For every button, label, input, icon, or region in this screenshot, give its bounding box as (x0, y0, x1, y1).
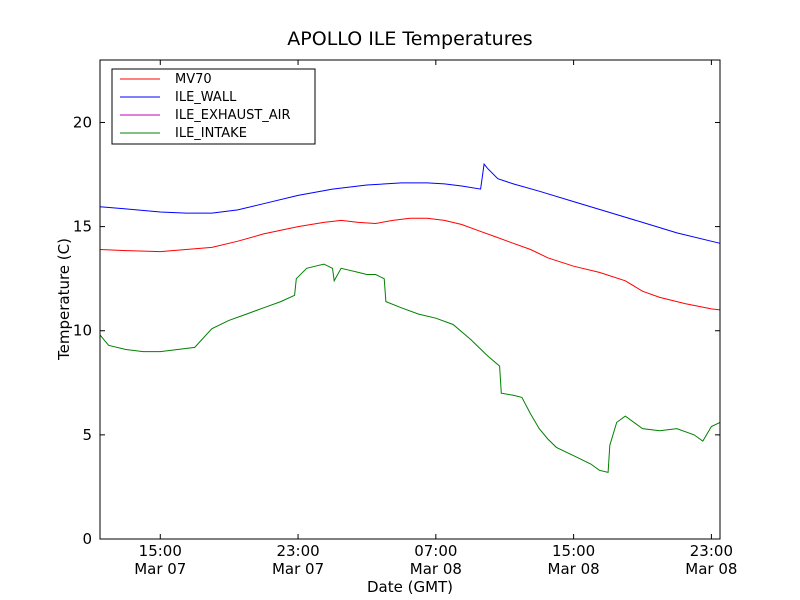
plot-frame (99, 59, 721, 540)
x-tick-date-3: Mar 08 (548, 560, 600, 578)
x-tick-time-1: 23:00 (276, 542, 319, 560)
series-line-3 (99, 263, 721, 474)
x-tick-time-3: 15:00 (552, 542, 595, 560)
series-line-1 (99, 162, 721, 244)
y-axis-label: Temperature (C) (55, 238, 73, 361)
legend-label-3: ILE_INTAKE (175, 126, 247, 141)
legend-label-2: ILE_EXHAUST_AIR (175, 108, 291, 123)
x-axis-label: Date (GMT) (367, 578, 453, 596)
y-tick-label-3: 15 (73, 218, 92, 236)
x-tick-time-2: 07:00 (414, 542, 457, 560)
series-layer (99, 162, 721, 474)
legend: MV70 ILE_WALL ILE_EXHAUST_AIR ILE_INTAKE (111, 68, 316, 145)
y-axis: 0 5 10 15 20 (73, 113, 720, 548)
legend-label-0: MV70 (175, 72, 212, 87)
chart-title: APOLLO ILE Temperatures (287, 28, 532, 50)
x-tick-time-4: 23:00 (690, 542, 733, 560)
x-tick-date-1: Mar 07 (272, 560, 324, 578)
x-tick-date-2: Mar 08 (410, 560, 462, 578)
x-tick-date-4: Mar 08 (685, 560, 737, 578)
x-tick-date-0: Mar 07 (134, 560, 186, 578)
y-tick-label-0: 0 (82, 530, 92, 548)
y-tick-label-4: 20 (73, 113, 92, 131)
x-tick-time-0: 15:00 (139, 542, 182, 560)
legend-frame (111, 68, 316, 145)
series-line-0 (99, 217, 721, 311)
y-tick-label-2: 10 (73, 322, 92, 340)
legend-label-1: ILE_WALL (175, 90, 237, 105)
y-tick-label-1: 5 (82, 426, 92, 444)
